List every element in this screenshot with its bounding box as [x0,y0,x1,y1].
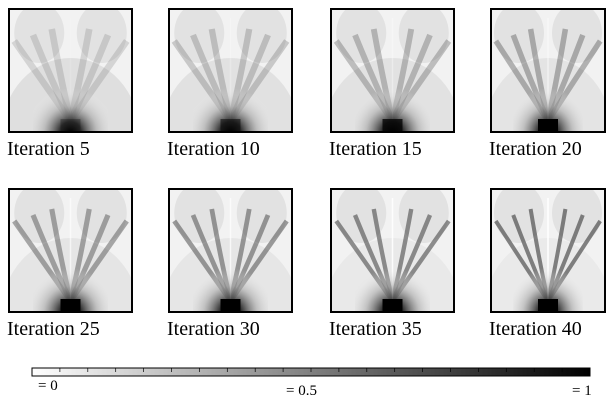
panel-image [330,8,455,133]
colorbar: = 0 = 0.5 = 1 [31,367,592,399]
panel-frame [330,188,455,313]
panel-image [490,188,606,313]
panel-caption: Iteration 15 [329,138,422,160]
panel-image [168,188,293,313]
panel-frame [168,8,293,133]
panel: Iteration 30 [167,188,293,340]
panel-caption: Iteration 10 [167,138,260,160]
panel-caption: Iteration 20 [489,138,582,160]
panel-image [490,8,606,133]
panel-image [8,8,133,133]
panel-frame [8,8,133,133]
panel-caption: Iteration 5 [7,138,90,160]
colorbar-label: = 0 [38,378,58,394]
panel-frame [490,188,606,313]
panel: Iteration 10 [167,8,293,160]
panel: Iteration 15 [329,8,455,160]
panel: Iteration 25 [7,188,133,340]
panel-frame [8,188,133,313]
panel-caption: Iteration 40 [489,318,582,340]
panel-frame [330,8,455,133]
panel-image [8,188,133,313]
panel-frame [490,8,606,133]
panel-caption: Iteration 30 [167,318,260,340]
panel: Iteration 35 [329,188,455,340]
panel-image [168,8,293,133]
panel: Iteration 40 [489,188,606,340]
panel-image [330,188,455,313]
panel-frame [168,188,293,313]
colorbar-label: = 1 [572,383,592,399]
panel-caption: Iteration 25 [7,318,100,340]
panel: Iteration 5 [7,8,133,160]
panel: Iteration 20 [489,8,606,160]
panel-caption: Iteration 35 [329,318,422,340]
colorbar-label: = 0.5 [286,383,317,399]
